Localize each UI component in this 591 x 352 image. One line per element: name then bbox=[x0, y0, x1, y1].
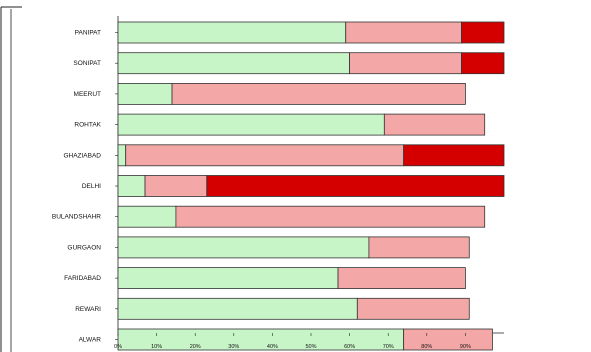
category-label: PANIPAT bbox=[75, 30, 101, 37]
bar-gurgaon-segment-1 bbox=[117, 236, 370, 259]
x-tick-label: 0% bbox=[114, 344, 122, 350]
category-label: SONIPAT bbox=[73, 60, 101, 67]
bar-rewari-segment-2 bbox=[356, 297, 470, 320]
x-tick-label: 10% bbox=[151, 344, 162, 350]
x-tick-label: 40% bbox=[267, 344, 278, 350]
bar-sonipat-segment-3 bbox=[461, 52, 505, 75]
bar-delhi-segment-3 bbox=[206, 175, 505, 197]
category-labels: PANIPAT SONIPAT MEERUT ROHTAK GHAZIABAD DELHI… bbox=[52, 30, 118, 344]
bar-ghaziabad-segment-3 bbox=[403, 144, 505, 167]
x-tick-label: 70% bbox=[383, 344, 394, 350]
bar-panipat-segment-1 bbox=[117, 21, 347, 44]
x-tick-label: 80% bbox=[421, 344, 432, 350]
bar-ghaziabad-segment-1 bbox=[117, 144, 127, 167]
bar-meerut-segment-2 bbox=[171, 83, 466, 105]
category-label: FARIDABAD bbox=[64, 275, 101, 282]
bar-sonipat-segment-2 bbox=[349, 52, 462, 75]
bar-sonipat-segment-1 bbox=[117, 52, 351, 75]
bar-bulandshahr-segment-1 bbox=[117, 205, 177, 228]
x-tick-label: 90% bbox=[460, 344, 471, 350]
bar-gurgaon-segment-2 bbox=[368, 236, 470, 259]
x-tick-label: 30% bbox=[228, 344, 239, 350]
category-label: ROHTAK bbox=[74, 122, 101, 129]
bars-group bbox=[117, 21, 505, 351]
bar-faridabad-segment-2 bbox=[337, 267, 466, 290]
bar-bulandshahr-segment-2 bbox=[175, 205, 486, 228]
category-label: MEERUT bbox=[74, 91, 101, 98]
bar-alwar-segment-2 bbox=[403, 328, 493, 351]
category-label: GURGAON bbox=[67, 244, 101, 251]
bar-rewari-segment-1 bbox=[117, 297, 358, 320]
category-label: GHAZIABAD bbox=[63, 152, 101, 159]
bar-ghaziabad-segment-2 bbox=[125, 144, 405, 167]
x-tick-label: 60% bbox=[344, 344, 355, 350]
bar-delhi-segment-2 bbox=[144, 175, 208, 197]
bar-rohtak-segment-1 bbox=[117, 113, 385, 136]
category-label: REWARI bbox=[75, 306, 101, 313]
bar-meerut-segment-1 bbox=[117, 83, 173, 105]
x-axis-ticks: 0% 10% 20% 30% 40% 50% 60% 70% 80% 90% bbox=[114, 333, 471, 350]
bar-delhi-segment-1 bbox=[117, 175, 146, 197]
category-label: DELHI bbox=[82, 183, 101, 190]
x-tick-label: 20% bbox=[190, 344, 201, 350]
bar-rohtak-segment-2 bbox=[383, 113, 486, 136]
category-label: BULANDSHAHR bbox=[52, 214, 101, 221]
bar-panipat-segment-3 bbox=[461, 21, 505, 44]
bar-panipat-segment-2 bbox=[345, 21, 462, 44]
x-tick-label: 50% bbox=[305, 344, 316, 350]
category-label: ALWAR bbox=[79, 337, 102, 344]
bar-faridabad-segment-1 bbox=[117, 267, 339, 290]
